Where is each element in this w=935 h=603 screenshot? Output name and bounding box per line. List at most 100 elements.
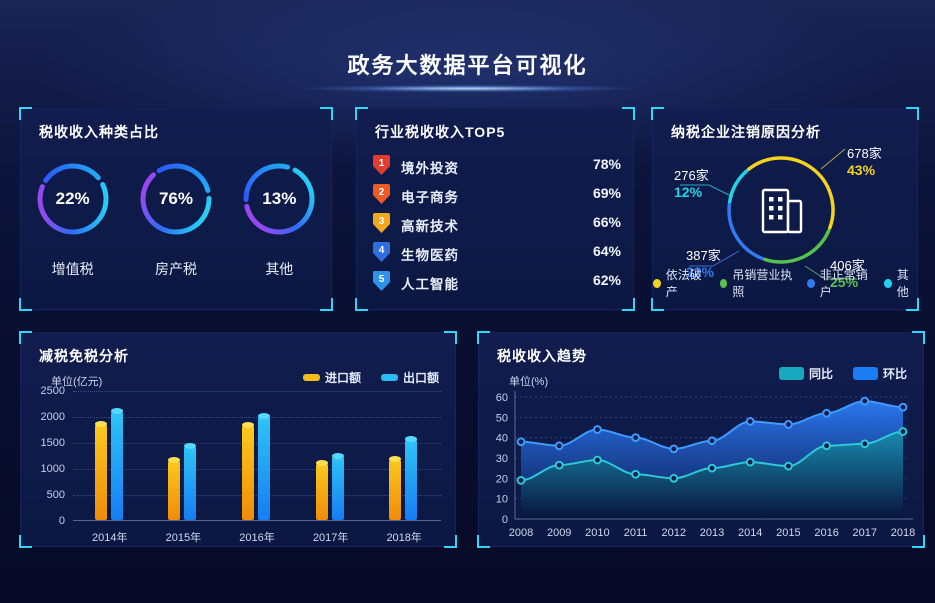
ring-gauge-arc-icon — [140, 163, 212, 235]
bar-cap-icon — [242, 422, 254, 429]
legend-swatch-icon — [852, 367, 878, 380]
bar-cap-icon — [184, 442, 197, 449]
legend-item-qita[interactable]: 其他 — [884, 266, 917, 300]
y-axis-tick-label: 2000 — [40, 411, 65, 423]
y-axis-tick-label: 1500 — [40, 437, 65, 449]
callout-count: 406家 — [830, 258, 865, 273]
callout-percent: 12% — [674, 184, 703, 200]
bar-cap-icon — [258, 413, 270, 419]
data-point-环比 — [784, 420, 793, 429]
x-axis-tick-label: 2014 — [738, 527, 762, 539]
gridline — [73, 417, 441, 418]
data-point-环比 — [593, 425, 602, 434]
legend-dot-icon — [653, 278, 661, 288]
bar-进口额 — [389, 456, 402, 520]
corner-bracket-icon — [19, 535, 32, 548]
legend-dot-icon — [719, 278, 728, 288]
panel-title: 税收收入种类占比 — [39, 124, 159, 140]
deregistration-ring-chart — [680, 148, 857, 280]
x-axis-tick-label: 2008 — [509, 527, 533, 539]
industry-label: 人工智能 — [401, 277, 459, 292]
data-point-同比 — [745, 457, 755, 467]
panel-title: 纳税企业注销原因分析 — [671, 124, 821, 140]
industry-label: 生物医药 — [401, 248, 459, 263]
data-point-同比 — [554, 460, 564, 470]
bar-chart-plot-area — [73, 391, 441, 521]
corner-bracket-icon — [444, 535, 457, 548]
top5-row: 3 高新技术 66% — [371, 213, 621, 235]
callout-count: 678家 — [847, 146, 882, 161]
corner-bracket-icon — [444, 331, 457, 344]
bar-cap-icon — [110, 407, 123, 414]
data-point-环比 — [822, 408, 832, 418]
industry-percent: 64% — [592, 243, 621, 259]
x-axis-tick-label: 2017年 — [312, 532, 349, 544]
industry-percent: 78% — [592, 156, 621, 172]
x-axis-tick-label: 2015 — [776, 527, 800, 539]
data-point-同比 — [898, 427, 908, 436]
bar-cap-icon — [405, 435, 418, 442]
legend-item-export[interactable]: 出口额 — [380, 369, 439, 386]
corner-bracket-icon — [906, 107, 919, 120]
corner-bracket-icon — [912, 535, 925, 548]
legend-item-diaoxiao[interactable]: 吊销营业执照 — [719, 266, 794, 300]
data-point-同比 — [707, 463, 717, 473]
callout-percent: 25% — [830, 274, 859, 290]
legend-swatch-icon — [778, 367, 804, 380]
legend-label: 进口额 — [324, 371, 361, 385]
rank-shield-icon: 2 — [373, 184, 390, 204]
y-axis-tick-label: 10 — [496, 494, 508, 506]
legend-item-import[interactable]: 进口额 — [302, 369, 361, 386]
data-point-环比 — [631, 433, 641, 443]
callout-feizhengchang: 387家 22% — [686, 247, 721, 281]
panel-tax-reduction: 减税免税分析 单位(亿元) 进口额 出口额 0 500 1000 1500 2000 25… — [19, 331, 457, 548]
bar-cap-icon — [94, 420, 107, 427]
legend-dot-icon — [884, 278, 892, 288]
panel-deregistration-analysis: 纳税企业注销原因分析 678家 43% 406家 25% 387家 22% 27… — [651, 107, 919, 311]
data-point-环比 — [516, 437, 526, 447]
ring-gauge-arc-icon — [37, 163, 109, 235]
trend-chart-legend: 同比 环比 — [778, 365, 907, 382]
data-point-同比 — [822, 441, 832, 451]
industry-label: 电子商务 — [401, 190, 459, 205]
bar-出口额 — [258, 413, 270, 520]
legend-label: 环比 — [882, 367, 907, 381]
legend-item-mom[interactable]: 环比 — [852, 365, 907, 382]
industry-label: 高新技术 — [401, 219, 459, 234]
corner-bracket-icon — [651, 107, 664, 120]
rank-shield-icon: 3 — [373, 213, 390, 233]
corner-bracket-icon — [19, 298, 32, 311]
gridline — [73, 495, 441, 496]
corner-bracket-icon — [622, 298, 635, 311]
legend-swatch-icon — [302, 374, 320, 381]
gauge-value: 76% — [158, 189, 193, 208]
x-axis-tick-label: 2009 — [547, 527, 571, 539]
bar-进口额 — [242, 422, 254, 520]
legend-swatch-icon — [380, 374, 398, 381]
gauge-value: 13% — [262, 189, 297, 208]
panel-tax-type-ratio: 税收收入种类占比 22% 增值税 76% 房产税 13% 其他 — [19, 107, 333, 311]
y-axis-tick-label: 0 — [58, 515, 65, 527]
industry-label: 境外投资 — [401, 161, 459, 176]
unit-label: 单位(%) — [509, 376, 549, 388]
corner-bracket-icon — [19, 107, 32, 120]
legend-item-yifapochan[interactable]: 依法破产 — [653, 266, 707, 300]
header-light-flare-icon — [232, 83, 703, 94]
corner-bracket-icon — [355, 107, 368, 120]
bar-出口额 — [331, 453, 344, 520]
industry-percent: 69% — [592, 185, 621, 201]
legend-item-feizhengchang[interactable]: 非正常销户 — [807, 266, 871, 300]
deregistration-legend: 依法破产 吊销营业执照 非正常销户 其他 — [653, 266, 917, 300]
callout-percent: 22% — [686, 264, 715, 280]
gridline — [73, 469, 441, 470]
ring-gauge-group: 22% 增值税 76% 房产税 13% 其他 — [21, 159, 331, 279]
top5-row: 4 生物医药 64% — [371, 242, 621, 264]
corner-bracket-icon — [355, 298, 368, 311]
y-axis-tick-label: 50 — [496, 412, 508, 424]
panel-revenue-trend: 税收收入趋势 单位(%) 同比 环比 0 10 20 30 40 50 60 2008 2009… — [477, 331, 925, 548]
corner-bracket-icon — [320, 107, 333, 120]
legend-item-yoy[interactable]: 同比 — [778, 365, 833, 382]
legend-label: 出口额 — [402, 371, 439, 385]
x-axis-tick-label: 2010 — [585, 527, 609, 539]
x-axis-tick-label: 2018年 — [386, 532, 422, 544]
